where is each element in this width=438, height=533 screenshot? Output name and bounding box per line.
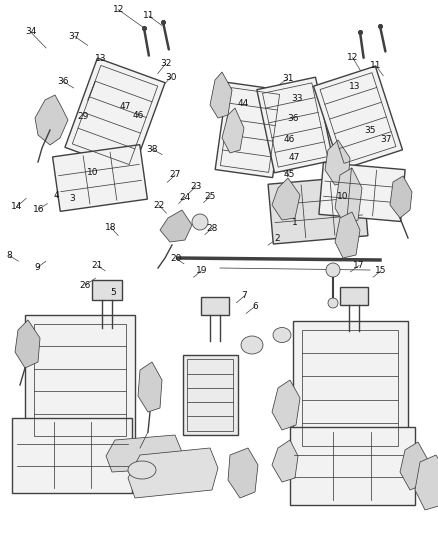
Text: 47: 47 bbox=[289, 153, 300, 161]
Polygon shape bbox=[325, 140, 350, 185]
Text: 29: 29 bbox=[78, 112, 89, 120]
Polygon shape bbox=[268, 176, 368, 244]
Text: 28: 28 bbox=[206, 224, 218, 232]
Text: 37: 37 bbox=[69, 32, 80, 41]
Polygon shape bbox=[272, 440, 298, 482]
Text: 13: 13 bbox=[349, 82, 360, 91]
Text: 19: 19 bbox=[196, 266, 207, 275]
Text: 27: 27 bbox=[170, 171, 181, 179]
Polygon shape bbox=[106, 435, 182, 472]
Polygon shape bbox=[201, 297, 229, 315]
Text: 25: 25 bbox=[205, 192, 216, 200]
Text: 9: 9 bbox=[34, 263, 40, 272]
Polygon shape bbox=[272, 178, 300, 220]
Polygon shape bbox=[290, 427, 414, 505]
Polygon shape bbox=[35, 95, 68, 145]
Polygon shape bbox=[160, 210, 192, 242]
Text: 38: 38 bbox=[147, 145, 158, 154]
Polygon shape bbox=[335, 168, 362, 225]
Polygon shape bbox=[25, 315, 135, 445]
Polygon shape bbox=[15, 320, 40, 368]
Text: 12: 12 bbox=[347, 53, 358, 62]
Polygon shape bbox=[215, 83, 285, 177]
Polygon shape bbox=[314, 66, 403, 170]
Text: 18: 18 bbox=[105, 223, 116, 231]
Text: 15: 15 bbox=[375, 266, 387, 275]
Text: 13: 13 bbox=[95, 54, 106, 63]
Circle shape bbox=[326, 263, 340, 277]
Text: 11: 11 bbox=[143, 12, 155, 20]
Polygon shape bbox=[335, 212, 360, 258]
Text: 8: 8 bbox=[7, 252, 13, 260]
Polygon shape bbox=[340, 287, 368, 305]
Text: 4: 4 bbox=[53, 191, 59, 200]
Text: 35: 35 bbox=[364, 126, 376, 135]
Text: 23: 23 bbox=[190, 182, 201, 191]
Polygon shape bbox=[272, 380, 300, 430]
Text: 24: 24 bbox=[179, 193, 191, 201]
Ellipse shape bbox=[241, 336, 263, 354]
Text: 16: 16 bbox=[33, 205, 44, 214]
Ellipse shape bbox=[128, 461, 156, 479]
Polygon shape bbox=[92, 280, 122, 300]
Text: 31: 31 bbox=[282, 75, 293, 83]
Text: 7: 7 bbox=[241, 292, 247, 300]
Text: 46: 46 bbox=[132, 111, 144, 119]
Text: 3: 3 bbox=[69, 195, 75, 203]
Polygon shape bbox=[293, 320, 407, 456]
Text: 12: 12 bbox=[113, 5, 124, 14]
Text: 20: 20 bbox=[170, 254, 182, 263]
Ellipse shape bbox=[273, 327, 291, 343]
Text: 34: 34 bbox=[25, 28, 36, 36]
Circle shape bbox=[328, 298, 338, 308]
Polygon shape bbox=[210, 72, 232, 118]
Text: 44: 44 bbox=[237, 100, 249, 108]
Circle shape bbox=[192, 214, 208, 230]
Polygon shape bbox=[138, 362, 162, 412]
Text: 37: 37 bbox=[381, 135, 392, 144]
Polygon shape bbox=[390, 176, 412, 218]
Text: 33: 33 bbox=[291, 94, 303, 103]
Text: 32: 32 bbox=[160, 60, 171, 68]
Text: 47: 47 bbox=[120, 102, 131, 111]
Polygon shape bbox=[222, 108, 244, 153]
Text: 21: 21 bbox=[92, 261, 103, 270]
Text: 1: 1 bbox=[291, 219, 297, 227]
Text: 36: 36 bbox=[58, 77, 69, 86]
Text: 26: 26 bbox=[80, 281, 91, 289]
Text: 10: 10 bbox=[337, 192, 348, 200]
Polygon shape bbox=[257, 77, 333, 173]
Text: 46: 46 bbox=[283, 135, 295, 144]
Text: 17: 17 bbox=[353, 261, 365, 270]
Text: 45: 45 bbox=[283, 171, 295, 179]
Text: 10: 10 bbox=[87, 168, 99, 177]
Polygon shape bbox=[400, 442, 428, 490]
Polygon shape bbox=[415, 455, 438, 510]
Text: 2: 2 bbox=[274, 235, 279, 243]
Text: 5: 5 bbox=[110, 288, 116, 296]
Polygon shape bbox=[228, 448, 258, 498]
Text: 22: 22 bbox=[153, 201, 165, 209]
Polygon shape bbox=[183, 355, 237, 435]
Polygon shape bbox=[128, 448, 218, 498]
Text: 14: 14 bbox=[11, 203, 22, 211]
Polygon shape bbox=[53, 144, 148, 212]
Text: 6: 6 bbox=[252, 302, 258, 311]
Polygon shape bbox=[65, 58, 165, 172]
Text: 36: 36 bbox=[287, 114, 298, 123]
Polygon shape bbox=[12, 417, 132, 492]
Text: 11: 11 bbox=[370, 61, 381, 70]
Text: 30: 30 bbox=[165, 73, 177, 82]
Polygon shape bbox=[319, 163, 405, 222]
